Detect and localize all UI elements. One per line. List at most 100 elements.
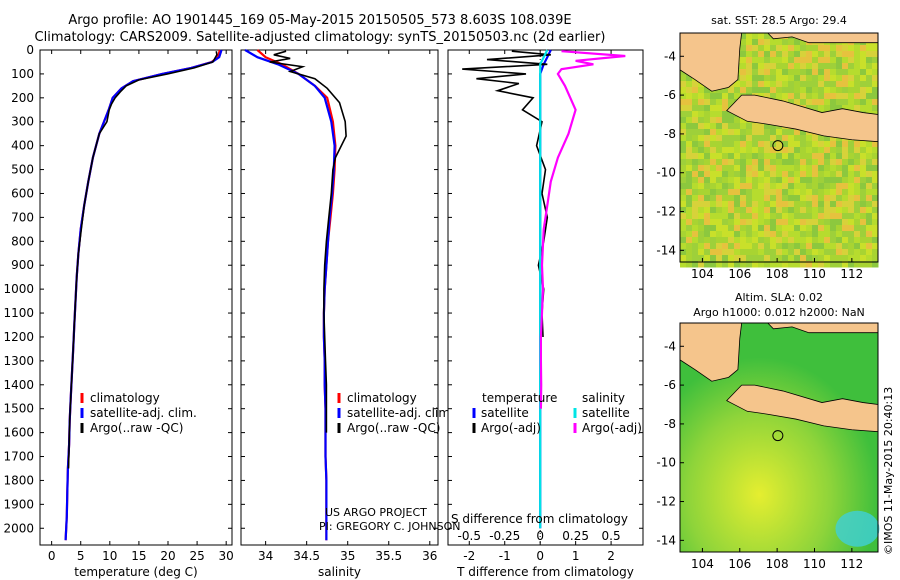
sst-cell	[752, 195, 759, 202]
sst-cell	[794, 261, 801, 268]
sst-cell	[782, 63, 789, 70]
sst-cell	[752, 87, 759, 94]
sst-cell	[764, 189, 771, 196]
sst-cell	[764, 207, 771, 214]
sst-cell	[692, 243, 699, 250]
sst-cell	[848, 207, 855, 214]
sst-cell	[680, 111, 687, 118]
sst-cell	[710, 93, 717, 100]
sst-cell	[716, 111, 723, 118]
sst-cell	[680, 207, 687, 214]
sst-cell	[788, 99, 795, 106]
sst-cell	[848, 63, 855, 70]
sst-cell	[788, 51, 795, 58]
sst-cell	[740, 189, 747, 196]
sst-cell	[710, 189, 717, 196]
sst-cell	[812, 51, 819, 58]
salinity-legend-label: satellite-adj. clim.	[347, 406, 454, 420]
sst-cell	[752, 249, 759, 256]
sst-cell	[734, 207, 741, 214]
temperature-xtick-label: 10	[102, 549, 117, 563]
sst-cell	[842, 201, 849, 208]
sst-cell	[836, 165, 843, 172]
sst-cell	[854, 147, 861, 154]
map-lat-label: -12	[656, 495, 676, 509]
sst-cell	[806, 147, 813, 154]
difference-xlabel: T difference from climatology	[456, 565, 634, 579]
sst-cell	[872, 105, 879, 112]
sst-cell	[764, 219, 771, 226]
sst-cell	[716, 117, 723, 124]
difference-xtick-label: 2	[607, 549, 615, 563]
sst-cell	[740, 159, 747, 166]
sst-cell	[746, 225, 753, 232]
sst-cell	[800, 63, 807, 70]
sst-cell	[824, 147, 831, 154]
sst-cell	[746, 57, 753, 64]
sst-cell	[860, 243, 867, 250]
sst-cell	[686, 141, 693, 148]
sst-cell	[752, 171, 759, 178]
sst-cell	[872, 147, 879, 154]
sst-cell	[734, 177, 741, 184]
sst-cell	[770, 165, 777, 172]
sst-cell	[734, 249, 741, 256]
sst-cell	[818, 183, 825, 190]
sst-cell	[698, 99, 705, 106]
sst-cell	[812, 231, 819, 238]
sst-cell	[872, 255, 879, 262]
sst-cell	[860, 225, 867, 232]
sst-cell	[842, 153, 849, 160]
sst-cell	[848, 201, 855, 208]
sst-cell	[794, 99, 801, 106]
sst-cell	[758, 249, 765, 256]
sst-cell	[782, 213, 789, 220]
sst-cell	[872, 57, 879, 64]
sst-cell	[692, 147, 699, 154]
sst-cell	[830, 69, 837, 76]
sst-map-title: sat. SST: 28.5 Argo: 29.4	[711, 14, 847, 27]
sumatra-land	[679, 32, 743, 92]
sst-cell	[752, 213, 759, 220]
sst-cell	[734, 195, 741, 202]
sst-cell	[758, 63, 765, 70]
sst-cell	[716, 159, 723, 166]
sst-cell	[854, 225, 861, 232]
sst-cell	[800, 93, 807, 100]
sst-cell	[866, 57, 873, 64]
sst-cell	[698, 117, 705, 124]
sst-cell	[752, 129, 759, 136]
sst-cell	[824, 213, 831, 220]
sst-cell	[758, 237, 765, 244]
sst-cell	[746, 171, 753, 178]
sst-cell	[830, 231, 837, 238]
sst-cell	[710, 165, 717, 172]
sst-cell	[854, 87, 861, 94]
sst-cell	[722, 213, 729, 220]
sst-cell	[806, 261, 813, 268]
sst-cell	[800, 99, 807, 106]
sst-cell	[860, 219, 867, 226]
sst-cell	[794, 207, 801, 214]
sst-cell	[806, 177, 813, 184]
sst-cell	[776, 183, 783, 190]
sst-cell	[716, 87, 723, 94]
sst-cell	[818, 147, 825, 154]
sst-cell	[782, 201, 789, 208]
sst-cell	[872, 51, 879, 58]
sst-cell	[836, 153, 843, 160]
sst-cell	[698, 237, 705, 244]
sst-cell	[722, 93, 729, 100]
sst-cell	[842, 225, 849, 232]
sst-cell	[860, 171, 867, 178]
sst-cell	[842, 57, 849, 64]
sst-cell	[872, 81, 879, 88]
sst-cell	[842, 165, 849, 172]
sst-cell	[872, 249, 879, 256]
sst-cell	[752, 81, 759, 88]
sst-cell	[860, 213, 867, 220]
sst-cell	[812, 189, 819, 196]
diff-s-tick-label: 0	[536, 529, 544, 543]
sst-cell	[806, 243, 813, 250]
sst-cell	[680, 255, 687, 262]
